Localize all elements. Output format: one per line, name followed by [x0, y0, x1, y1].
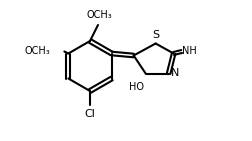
- Text: OCH₃: OCH₃: [25, 47, 50, 57]
- Text: OCH₃: OCH₃: [86, 10, 112, 20]
- Text: Cl: Cl: [85, 109, 96, 119]
- Text: HO: HO: [129, 81, 144, 92]
- Text: NH: NH: [182, 47, 196, 57]
- Text: S: S: [152, 30, 159, 40]
- Text: N: N: [171, 69, 179, 79]
